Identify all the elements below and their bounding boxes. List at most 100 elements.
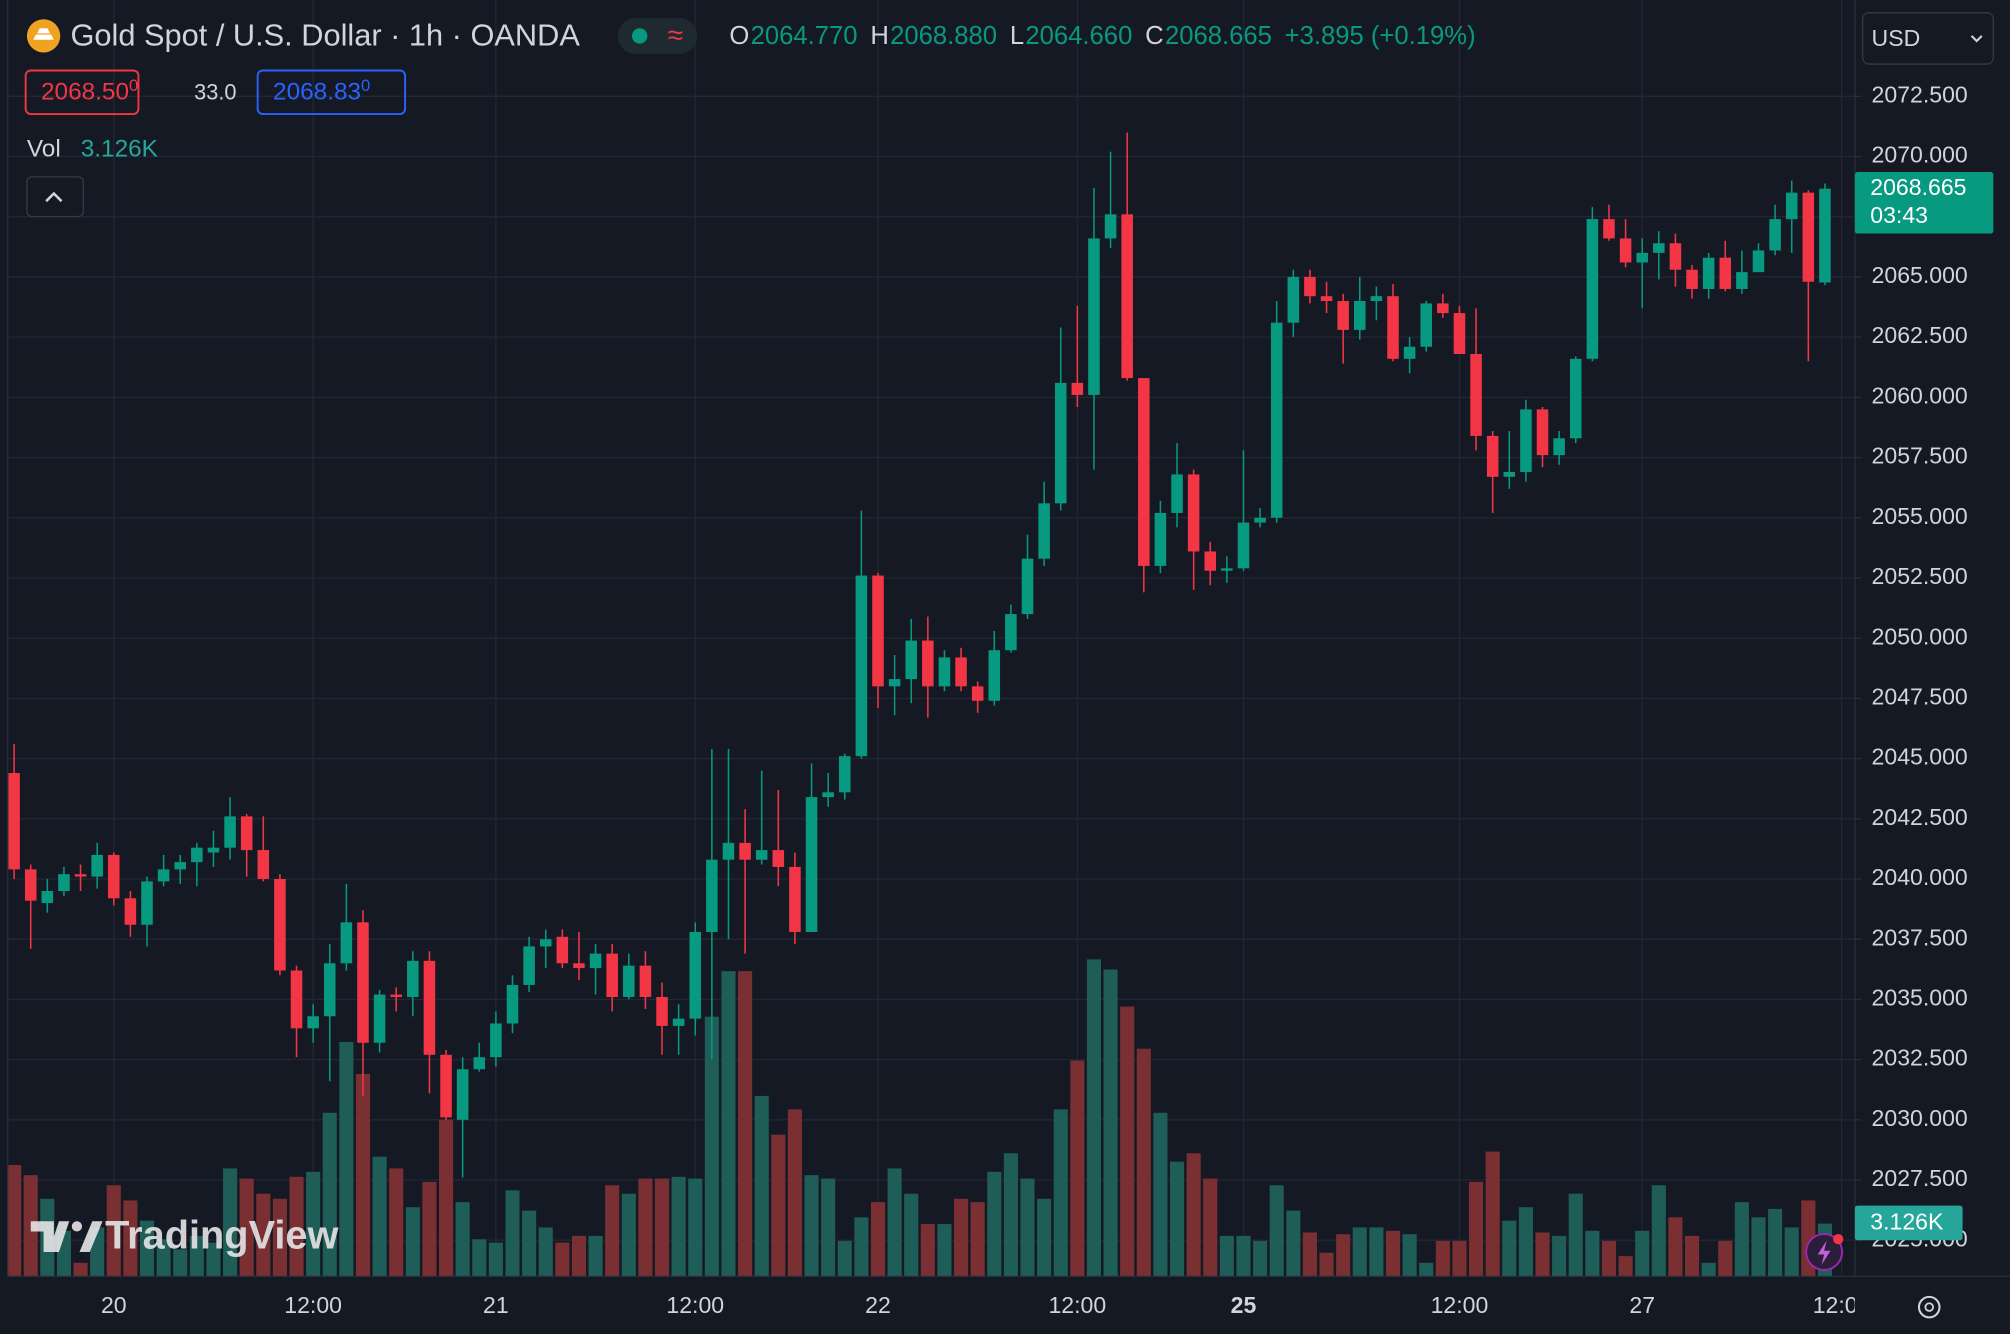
candle-body (1453, 313, 1466, 355)
volume-bar (555, 1242, 570, 1277)
candle-body (207, 847, 220, 853)
candle-body (124, 898, 137, 925)
candle-body (1121, 214, 1133, 379)
candle-body (1005, 614, 1017, 651)
volume-bar (1469, 1181, 1484, 1277)
ohlc-legend: O 2064.770 H 2068.880 L 2064.660 C 2068.665 (729, 22, 1271, 50)
candle-body (1287, 276, 1300, 323)
volume-layer (7, 959, 1832, 1277)
y-tick-label: 2047.500 (1872, 683, 1968, 709)
volume-bar (1369, 1227, 1384, 1277)
volume-bar (106, 1185, 121, 1277)
volume-bar (1169, 1161, 1185, 1277)
volume-bar (1020, 1178, 1035, 1277)
sell-price: 2068.500 (41, 77, 138, 106)
volume-bar (522, 1210, 537, 1277)
candle-body (1354, 301, 1366, 330)
ohlc-value: 2068.665 (1165, 22, 1272, 50)
candle-body (1686, 269, 1698, 289)
candle-body (1403, 346, 1416, 359)
volume-bar (1286, 1210, 1301, 1277)
candle-body (1021, 558, 1034, 615)
ohlc-value: 2068.880 (890, 22, 997, 50)
candle-body (390, 994, 402, 997)
candle-body (24, 869, 37, 901)
y-tick-label: 2030.000 (1872, 1105, 1968, 1131)
volume-bar (588, 1235, 603, 1277)
volume-bar (970, 1202, 985, 1277)
candle-body (440, 1054, 452, 1118)
volume-bar (139, 1220, 155, 1277)
volume-bar (837, 1240, 852, 1277)
candle-body (556, 936, 569, 964)
candle-body (1237, 522, 1250, 569)
volume-bar (1153, 1112, 1168, 1277)
candle-body (589, 953, 602, 969)
y-tick-label: 2035.000 (1872, 984, 1968, 1010)
collapse-button[interactable] (26, 176, 84, 218)
volume-bar (904, 1193, 919, 1277)
candle-body (1586, 219, 1599, 359)
candle-body (938, 657, 951, 687)
candle-body (1304, 276, 1316, 297)
volume-legend-title: Vol (27, 135, 61, 162)
currency-select[interactable] (1861, 12, 1994, 65)
volume-bar (1336, 1234, 1351, 1277)
candle-body (1736, 272, 1748, 289)
watermark-text: TradingView (105, 1213, 338, 1257)
last-price-badge (1854, 172, 1994, 234)
volume-bar (472, 1239, 487, 1277)
x-tick-label: 27 (1629, 1292, 1655, 1318)
volume-bar (488, 1242, 503, 1277)
alert-icon (1817, 1240, 1831, 1265)
settings-icon[interactable] (1917, 1295, 1941, 1319)
volume-bar (738, 971, 753, 1277)
volume-bar (1053, 1109, 1068, 1277)
volume-bar (1618, 1256, 1633, 1277)
x-tick-label: 22 (865, 1292, 891, 1318)
x-tick-label: 25 (1231, 1292, 1257, 1318)
ohlc-key: L (1010, 22, 1024, 50)
buy-price: 2068.830 (273, 77, 370, 106)
last-price-label: 2068.665 (1870, 174, 1966, 200)
candle-body (506, 984, 519, 1024)
symbol-title[interactable]: Gold Spot / U.S. Dollar · 1h · OANDA (71, 17, 581, 52)
y-tick-label: 2070.000 (1872, 142, 1968, 168)
volume-bar (389, 1168, 404, 1277)
sell-price-pip: 0 (129, 77, 138, 96)
candle-body (1171, 474, 1183, 513)
volume-bar (189, 1235, 204, 1277)
volume-bar (1784, 1227, 1799, 1277)
candle-body (1619, 238, 1632, 263)
candle-body (157, 869, 170, 882)
volume-bar (1253, 1240, 1268, 1277)
volume-bar (538, 1227, 553, 1277)
volume-bar (937, 1224, 952, 1277)
buy-button[interactable] (256, 69, 407, 116)
y-tick-label: 2040.000 (1872, 864, 1968, 890)
volume-legend-value: 3.126K (81, 135, 158, 162)
candle-body (1254, 517, 1266, 523)
candle-body (1719, 257, 1732, 289)
candle-body (1221, 568, 1233, 571)
currency-label: USD (1872, 25, 1921, 51)
candle-body (922, 640, 934, 687)
candle-body (1486, 435, 1499, 477)
volume-bar (355, 1073, 371, 1277)
candle-body (523, 946, 535, 985)
x-tick-label: 12:00 (1813, 1292, 1871, 1318)
candle-body (905, 640, 917, 680)
sell-button[interactable] (24, 69, 140, 116)
candle-body (1470, 354, 1482, 436)
buy-price-main: 2068.83 (273, 79, 361, 106)
status-pill[interactable] (617, 17, 698, 54)
candle-body (755, 850, 768, 860)
y-tick-label: 2052.500 (1872, 563, 1968, 589)
volume-bar (1136, 1048, 1151, 1277)
candle-body (623, 965, 635, 997)
candle-body (1054, 382, 1067, 504)
volume-bar (1319, 1252, 1334, 1277)
candle-body (357, 922, 369, 1043)
candle-body (108, 854, 120, 899)
